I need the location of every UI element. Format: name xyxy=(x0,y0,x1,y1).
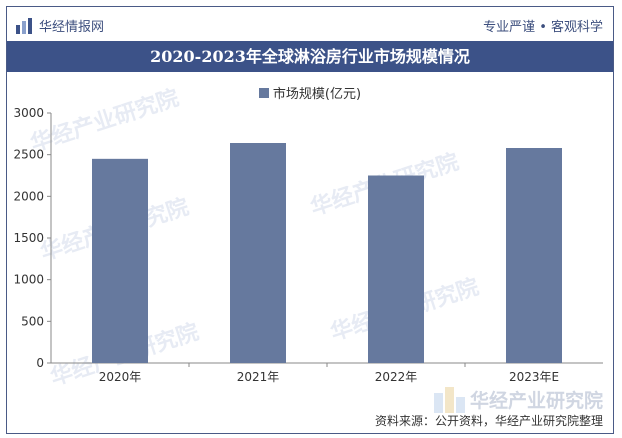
x-tick-label: 2021年 xyxy=(237,370,280,384)
chart-frame: 华经情报网 专业严谨 • 客观科学 2020-2023年全球淋浴房行业市场规模情… xyxy=(6,6,614,434)
bar xyxy=(368,175,424,363)
legend-swatch xyxy=(258,87,269,98)
bar xyxy=(92,158,148,363)
top-bar: 华经情报网 专业严谨 • 客观科学 xyxy=(7,7,613,41)
tagline: 专业严谨 • 客观科学 xyxy=(483,20,603,35)
x-tick-label: 2020年 xyxy=(99,370,142,384)
footer-logo: 华经产业研究院 xyxy=(433,386,603,413)
y-tick-label: 1000 xyxy=(13,273,44,287)
y-tick-label: 1500 xyxy=(13,231,44,245)
brand: 华经情报网 xyxy=(15,16,104,35)
legend: 市场规模(亿元) xyxy=(7,83,613,102)
brand-name: 华经情报网 xyxy=(39,20,105,35)
y-tick-label: 0 xyxy=(36,356,44,370)
y-tick-label: 3000 xyxy=(13,106,44,120)
bar xyxy=(506,148,562,363)
y-tick-label: 2500 xyxy=(13,148,44,162)
y-tick-label: 500 xyxy=(21,314,44,328)
logo-mark-icon xyxy=(433,386,465,413)
x-tick-label: 2023年E xyxy=(509,370,559,384)
chart-title: 2020-2023年全球淋浴房行业市场规模情况 xyxy=(7,41,613,72)
y-tick-label: 2000 xyxy=(13,189,44,203)
x-tick-label: 2022年 xyxy=(375,370,418,384)
bar-chart-logo-icon xyxy=(16,17,32,34)
bar xyxy=(230,143,286,363)
bar-chart: 0 500 1000 1500 2000 2500 3000 2020年 2021年 2022年 2… xyxy=(13,106,603,384)
legend-label: 市场规模(亿元) xyxy=(272,87,362,102)
footer-logo-text: 华经产业研究院 xyxy=(469,390,603,412)
source-note: 资料来源：公开资料，华经产业研究院整理 xyxy=(374,414,603,428)
